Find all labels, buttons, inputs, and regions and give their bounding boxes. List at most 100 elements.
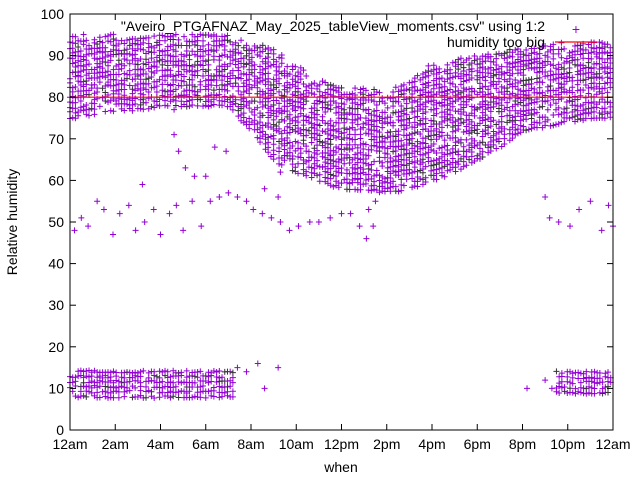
data-point [514, 91, 521, 98]
data-point [574, 87, 581, 94]
data-point [295, 223, 302, 230]
data-point [558, 378, 565, 385]
data-point [235, 49, 242, 56]
data-point [542, 68, 549, 75]
data-point [80, 31, 87, 38]
data-point [444, 102, 451, 109]
data-point [75, 69, 82, 76]
data-point [200, 103, 207, 110]
data-point [365, 117, 372, 124]
data-point [75, 368, 82, 375]
data-point [200, 73, 207, 80]
data-point [162, 77, 169, 84]
data-point [593, 45, 600, 52]
data-point [191, 393, 198, 400]
data-point [555, 80, 562, 87]
data-point [148, 68, 155, 75]
data-point [102, 108, 109, 115]
data-point [485, 91, 492, 98]
x-tick-label: 6am [192, 436, 219, 452]
data-point [400, 81, 407, 88]
data-point [164, 81, 171, 88]
data-point [601, 59, 608, 66]
data-point [178, 51, 185, 58]
data-point [514, 51, 521, 58]
data-point [409, 169, 416, 176]
data-point [297, 145, 304, 152]
data-point [520, 51, 527, 58]
data-point [417, 175, 424, 182]
data-point [69, 388, 76, 395]
data-point [398, 83, 405, 90]
data-point [460, 64, 467, 71]
data-point [384, 104, 391, 111]
data-point [433, 99, 440, 106]
data-point [277, 219, 284, 225]
data-point [221, 93, 228, 100]
data-point [145, 59, 152, 66]
data-point [113, 87, 120, 94]
data-point [409, 79, 416, 86]
data-point [118, 37, 125, 44]
data-point [167, 379, 174, 386]
data-point [542, 377, 549, 384]
data-point [132, 227, 139, 234]
data-point [113, 37, 120, 44]
data-point [113, 384, 120, 391]
data-point [544, 116, 551, 123]
data-point [604, 70, 611, 77]
data-point [371, 172, 378, 179]
data-point [379, 180, 386, 187]
data-point [471, 112, 478, 119]
data-point [547, 102, 554, 109]
data-point [124, 384, 131, 391]
data-point [243, 61, 250, 68]
data-point [240, 80, 247, 87]
data-point [102, 89, 109, 96]
data-point [210, 368, 217, 375]
data-point [137, 71, 144, 78]
data-point [284, 123, 291, 130]
data-point [357, 170, 364, 177]
data-point [284, 70, 291, 77]
data-point [202, 173, 209, 180]
data-point [292, 138, 299, 145]
data-point [575, 369, 582, 376]
data-point [172, 48, 179, 55]
data-point [580, 87, 587, 94]
data-point [455, 148, 462, 155]
data-point [498, 63, 505, 70]
data-point [314, 127, 321, 134]
x-tick-label: 2pm [373, 436, 400, 452]
data-point [354, 171, 361, 178]
data-point [278, 52, 285, 59]
data-point [466, 55, 473, 62]
data-point [183, 38, 190, 45]
data-point [501, 91, 508, 98]
data-point [159, 48, 166, 55]
data-point [574, 56, 581, 63]
data-point [338, 141, 345, 148]
data-point [517, 107, 524, 114]
data-point [596, 375, 603, 382]
data-point [72, 40, 79, 47]
data-point [371, 118, 378, 125]
data-point [517, 78, 524, 85]
data-point [409, 158, 416, 165]
data-point [558, 54, 565, 61]
data-point [281, 117, 288, 124]
data-point [346, 110, 353, 117]
data-point [376, 154, 383, 161]
data-point [132, 101, 139, 108]
data-point [346, 141, 353, 148]
data-point [441, 78, 448, 85]
data-point [314, 142, 321, 149]
data-point [343, 176, 350, 183]
data-point [175, 394, 182, 401]
data-point [210, 48, 217, 55]
data-point [314, 83, 321, 90]
data-point [243, 98, 250, 105]
data-point [303, 132, 310, 139]
data-point [495, 125, 502, 132]
data-point [126, 51, 133, 58]
